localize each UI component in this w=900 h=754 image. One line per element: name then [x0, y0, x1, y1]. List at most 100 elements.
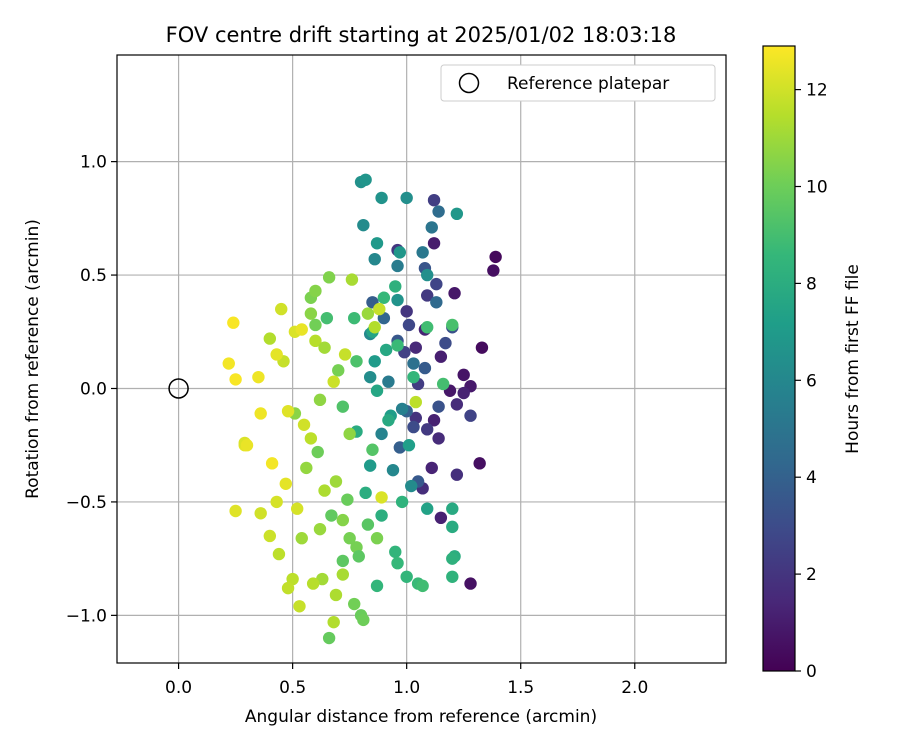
- data-point: [295, 532, 308, 545]
- x-tick-label: 0.0: [165, 678, 192, 698]
- y-tick-label: −1.0: [66, 606, 107, 626]
- data-point: [421, 321, 434, 334]
- x-tick-label: 0.5: [279, 678, 306, 698]
- colorbar-tick-label: 0: [806, 662, 817, 682]
- x-tick-label: 2.0: [621, 678, 648, 698]
- data-point: [363, 459, 377, 472]
- data-point: [370, 579, 384, 593]
- data-point: [279, 477, 292, 490]
- data-point: [489, 250, 502, 264]
- reference-marker-group: [168, 378, 189, 399]
- data-point: [407, 420, 420, 434]
- data-point: [377, 291, 391, 304]
- data-point: [473, 457, 486, 470]
- data-point: [446, 520, 459, 534]
- data-point: [400, 191, 413, 205]
- data-point: [357, 613, 370, 627]
- data-point: [464, 409, 477, 422]
- data-point: [450, 207, 464, 221]
- y-axis: −1.0 −0.5 0.0 0.5 1.0: [66, 153, 117, 626]
- data-point: [368, 355, 381, 368]
- data-point: [427, 237, 441, 250]
- data-point: [432, 205, 445, 218]
- data-point: [361, 518, 375, 531]
- legend-box: [440, 64, 716, 102]
- data-point: [300, 461, 313, 475]
- data-point: [325, 509, 338, 522]
- data-point: [254, 407, 267, 420]
- data-point: [421, 268, 434, 282]
- data-point: [263, 529, 277, 543]
- data-point: [363, 370, 377, 384]
- y-axis-label: Rotation from reference (arcmin): [23, 219, 43, 499]
- data-point: [309, 334, 322, 348]
- data-point: [309, 284, 322, 298]
- data-point: [290, 502, 304, 515]
- data-point: [297, 418, 311, 431]
- data-point: [409, 395, 422, 409]
- colorbar-tick-label: 12: [806, 81, 828, 101]
- data-point: [318, 484, 331, 497]
- x-axis-label: Angular distance from reference (arcmin): [245, 707, 597, 727]
- data-point: [450, 468, 464, 481]
- data-point: [382, 375, 395, 388]
- data-point: [295, 323, 308, 336]
- data-point: [389, 280, 402, 293]
- data-point: [405, 479, 418, 493]
- data-point: [446, 318, 459, 332]
- data-point: [332, 364, 345, 377]
- data-point: [450, 398, 464, 411]
- data-point: [272, 547, 286, 561]
- data-point: [386, 463, 400, 477]
- data-point: [400, 570, 413, 583]
- data-point: [446, 502, 459, 515]
- data-point: [421, 502, 434, 515]
- data-point: [343, 532, 356, 545]
- data-point: [352, 550, 365, 563]
- data-point: [375, 427, 388, 441]
- data-point: [407, 357, 420, 370]
- y-tick-label: 0.5: [80, 266, 107, 286]
- data-point: [370, 237, 384, 250]
- data-point: [421, 289, 434, 302]
- data-point: [457, 368, 470, 382]
- data-point: [425, 221, 438, 234]
- data-point: [416, 579, 429, 593]
- data-point: [432, 400, 445, 413]
- data-point: [439, 336, 452, 350]
- data-point: [357, 218, 370, 232]
- colorbar-ticks: 0 2 4 6 8 10 12: [795, 81, 828, 682]
- data-point: [375, 509, 388, 522]
- data-point: [402, 439, 416, 452]
- data-point: [368, 321, 381, 334]
- data-point: [427, 193, 441, 207]
- colorbar-tick-label: 10: [806, 178, 828, 198]
- data-point: [336, 554, 350, 568]
- data-point: [336, 400, 350, 413]
- data-point: [306, 577, 320, 590]
- data-point: [348, 597, 361, 611]
- data-point: [434, 511, 448, 525]
- data-point: [427, 414, 441, 427]
- data-point: [366, 443, 379, 456]
- y-tick-label: 1.0: [80, 153, 107, 173]
- data-point: [265, 457, 279, 470]
- data-point: [400, 305, 413, 318]
- data-point: [391, 339, 404, 352]
- data-point: [359, 486, 372, 500]
- data-point: [370, 384, 384, 397]
- data-point: [281, 581, 295, 595]
- data-point: [391, 556, 404, 570]
- data-point: [252, 370, 265, 384]
- data-point: [395, 495, 409, 509]
- data-point: [487, 264, 500, 277]
- data-point: [263, 332, 277, 345]
- data-point: [336, 513, 350, 527]
- data-point: [350, 355, 363, 368]
- data-point: [327, 375, 340, 388]
- data-point: [254, 507, 267, 520]
- data-point: [345, 273, 359, 286]
- data-point: [341, 493, 354, 506]
- colorbar-tick-label: 8: [806, 274, 817, 294]
